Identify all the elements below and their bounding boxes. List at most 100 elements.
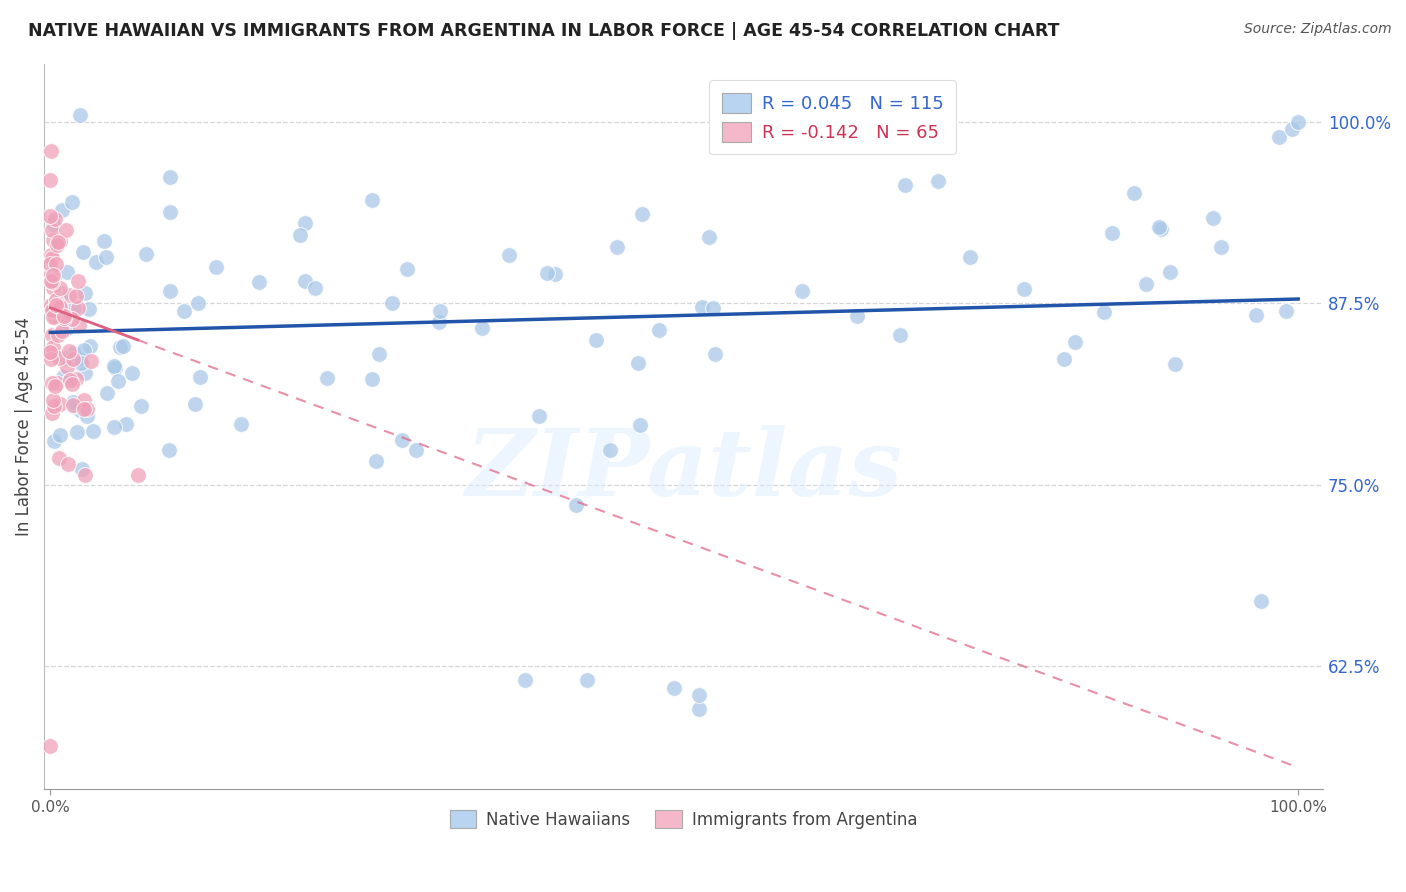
Point — [45, 293, 67, 307]
Point — [42, 434, 65, 449]
Point — [70, 356, 93, 370]
Point — [129, 400, 152, 414]
Point — [127, 468, 149, 483]
Point — [391, 433, 413, 447]
Point — [67, 318, 90, 332]
Point — [65, 289, 87, 303]
Point — [59, 373, 82, 387]
Legend: Native Hawaiians, Immigrants from Argentina: Native Hawaiians, Immigrants from Argent… — [443, 804, 924, 835]
Point — [41, 327, 63, 342]
Point — [1246, 308, 1268, 322]
Point — [44, 379, 66, 393]
Point — [96, 385, 118, 400]
Point — [41, 302, 63, 317]
Point — [513, 673, 536, 688]
Point — [39, 144, 62, 158]
Point — [58, 343, 80, 358]
Point — [41, 407, 63, 421]
Point — [84, 255, 107, 269]
Point — [53, 311, 76, 326]
Point — [41, 303, 63, 318]
Point — [304, 281, 326, 295]
Point — [63, 346, 86, 360]
Point — [159, 169, 181, 184]
Point — [48, 450, 70, 465]
Point — [51, 324, 73, 338]
Point — [1286, 115, 1309, 129]
Point — [53, 309, 76, 323]
Point — [58, 288, 80, 302]
Point — [49, 428, 72, 442]
Point — [55, 351, 77, 365]
Point — [103, 359, 125, 373]
Point — [187, 296, 209, 310]
Point — [429, 304, 451, 318]
Point — [544, 268, 567, 282]
Point — [73, 343, 96, 357]
Point — [51, 286, 73, 301]
Point — [48, 298, 70, 312]
Point — [62, 301, 84, 315]
Point — [229, 417, 252, 432]
Point — [73, 286, 96, 301]
Point — [58, 457, 80, 471]
Point — [41, 222, 63, 236]
Point — [48, 351, 70, 365]
Point — [107, 374, 129, 388]
Point — [62, 398, 84, 412]
Point — [157, 442, 180, 457]
Point — [39, 267, 62, 281]
Point — [367, 347, 389, 361]
Point — [1250, 593, 1272, 607]
Point — [159, 205, 181, 219]
Point — [76, 402, 98, 417]
Point — [959, 250, 981, 264]
Point — [55, 322, 77, 336]
Point — [42, 399, 65, 413]
Point — [42, 217, 65, 231]
Point — [697, 229, 720, 244]
Point — [692, 300, 714, 314]
Point — [294, 274, 316, 288]
Point — [648, 323, 671, 337]
Point — [67, 275, 90, 289]
Point — [1012, 282, 1035, 296]
Point — [1274, 303, 1296, 318]
Point — [39, 247, 62, 261]
Point — [889, 328, 911, 343]
Point — [55, 223, 77, 237]
Point — [1202, 211, 1225, 225]
Point — [77, 302, 100, 317]
Point — [1122, 186, 1144, 200]
Point — [1281, 122, 1303, 136]
Point — [58, 374, 80, 388]
Point — [39, 345, 62, 359]
Point — [42, 393, 65, 408]
Point — [606, 240, 628, 254]
Point — [48, 281, 70, 295]
Point — [108, 341, 131, 355]
Point — [599, 443, 621, 458]
Point — [927, 173, 949, 187]
Point — [45, 238, 67, 252]
Point — [65, 372, 87, 386]
Point — [1064, 335, 1087, 350]
Point — [41, 252, 63, 266]
Point — [41, 376, 63, 390]
Point — [39, 210, 62, 224]
Point — [60, 194, 83, 209]
Point — [360, 194, 382, 208]
Point — [135, 247, 157, 261]
Point — [73, 392, 96, 407]
Point — [41, 276, 63, 290]
Point — [82, 424, 104, 438]
Point — [60, 312, 83, 326]
Point — [48, 300, 70, 314]
Point — [703, 346, 725, 360]
Point — [1092, 305, 1115, 319]
Point — [39, 275, 62, 289]
Point — [188, 370, 211, 384]
Point — [159, 284, 181, 298]
Point — [56, 264, 79, 278]
Point — [1164, 357, 1187, 371]
